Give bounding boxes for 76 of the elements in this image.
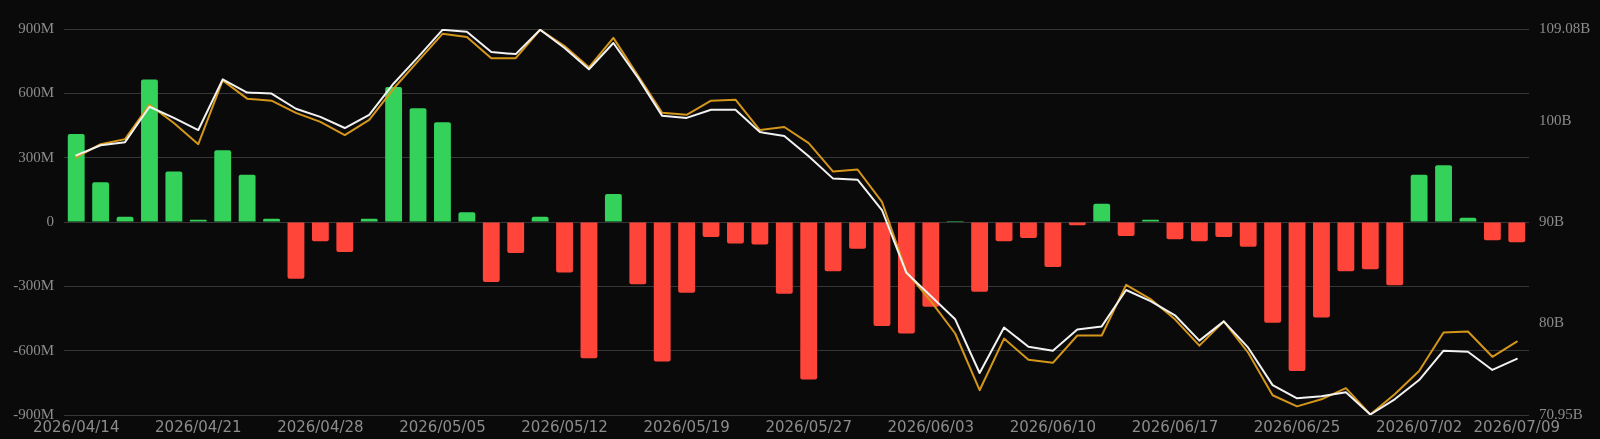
bar <box>873 222 891 327</box>
y-tick-label: 300M <box>18 148 54 165</box>
bar <box>287 222 305 279</box>
bar <box>1239 222 1257 247</box>
bar <box>1117 222 1135 236</box>
bar <box>1215 222 1233 238</box>
bar <box>165 171 183 222</box>
bar <box>1166 222 1184 240</box>
y2-tick-label: 80B <box>1539 314 1565 331</box>
bar <box>971 222 989 292</box>
bar <box>995 222 1013 242</box>
bar <box>800 222 818 380</box>
x-tick-label: 2026/06/10 <box>1009 417 1097 436</box>
y-tick-label: -900M <box>13 405 54 422</box>
bar <box>751 222 769 245</box>
x-tick-label: 2026/07/02 <box>1375 417 1463 436</box>
bar <box>604 194 622 222</box>
x-tick-label: 2026/06/25 <box>1253 417 1341 436</box>
bar <box>482 222 500 283</box>
bar <box>1288 222 1306 372</box>
bar <box>678 222 696 293</box>
bar <box>67 134 85 222</box>
bar <box>238 174 256 222</box>
y-tick-label: -300M <box>13 277 54 294</box>
bar <box>1483 222 1501 241</box>
bar <box>824 222 842 272</box>
bar <box>141 79 158 222</box>
y-tick-label: 0 <box>46 212 54 229</box>
bar <box>897 222 915 334</box>
bar <box>214 150 232 222</box>
bar <box>434 122 451 222</box>
x-tick-label: 2026/04/28 <box>277 417 364 436</box>
x-tick-label: 2026/05/19 <box>643 417 730 436</box>
bar <box>1435 165 1452 222</box>
bar <box>92 182 110 222</box>
bar <box>1361 222 1379 270</box>
y2-tick-label: 70.95B <box>1539 405 1583 422</box>
x-tick-label: 2026/05/12 <box>521 417 608 436</box>
bar <box>727 222 744 244</box>
bar <box>849 222 866 249</box>
y-tick-label: 900M <box>18 19 54 36</box>
y-tick-label: 600M <box>18 84 54 101</box>
bar <box>580 222 598 359</box>
bar <box>409 108 427 222</box>
x-tick-label: 2026/05/05 <box>399 417 486 436</box>
x-tick-label: 2026/05/27 <box>765 417 852 436</box>
bar <box>1190 222 1208 242</box>
bar <box>311 222 329 242</box>
y2-tick-label: 90B <box>1539 213 1565 230</box>
bar <box>1508 222 1526 243</box>
y-tick-label: -600M <box>13 341 54 358</box>
bar <box>1264 222 1282 323</box>
bar <box>1386 222 1404 286</box>
bar <box>531 216 549 222</box>
x-tick-label: 2026/06/03 <box>887 417 975 436</box>
bar <box>1410 174 1428 222</box>
y2-tick-label: 109.08B <box>1539 19 1591 36</box>
bar <box>775 222 793 294</box>
bar <box>702 222 720 238</box>
y2-tick-label: 100B <box>1539 111 1572 128</box>
bar <box>1337 222 1355 272</box>
bar <box>1020 222 1037 239</box>
bar <box>1093 203 1111 222</box>
bar <box>507 222 525 254</box>
bar <box>653 222 671 362</box>
bar <box>458 212 476 222</box>
bar <box>385 86 403 222</box>
bar <box>1044 222 1062 268</box>
bar <box>1313 222 1330 318</box>
bar <box>556 222 573 273</box>
x-tick-label: 2026/06/17 <box>1131 417 1219 436</box>
bar <box>922 222 940 307</box>
bar <box>116 216 134 222</box>
x-tick-label: 2026/04/21 <box>155 417 242 436</box>
bar <box>629 222 647 285</box>
bar <box>336 222 354 253</box>
